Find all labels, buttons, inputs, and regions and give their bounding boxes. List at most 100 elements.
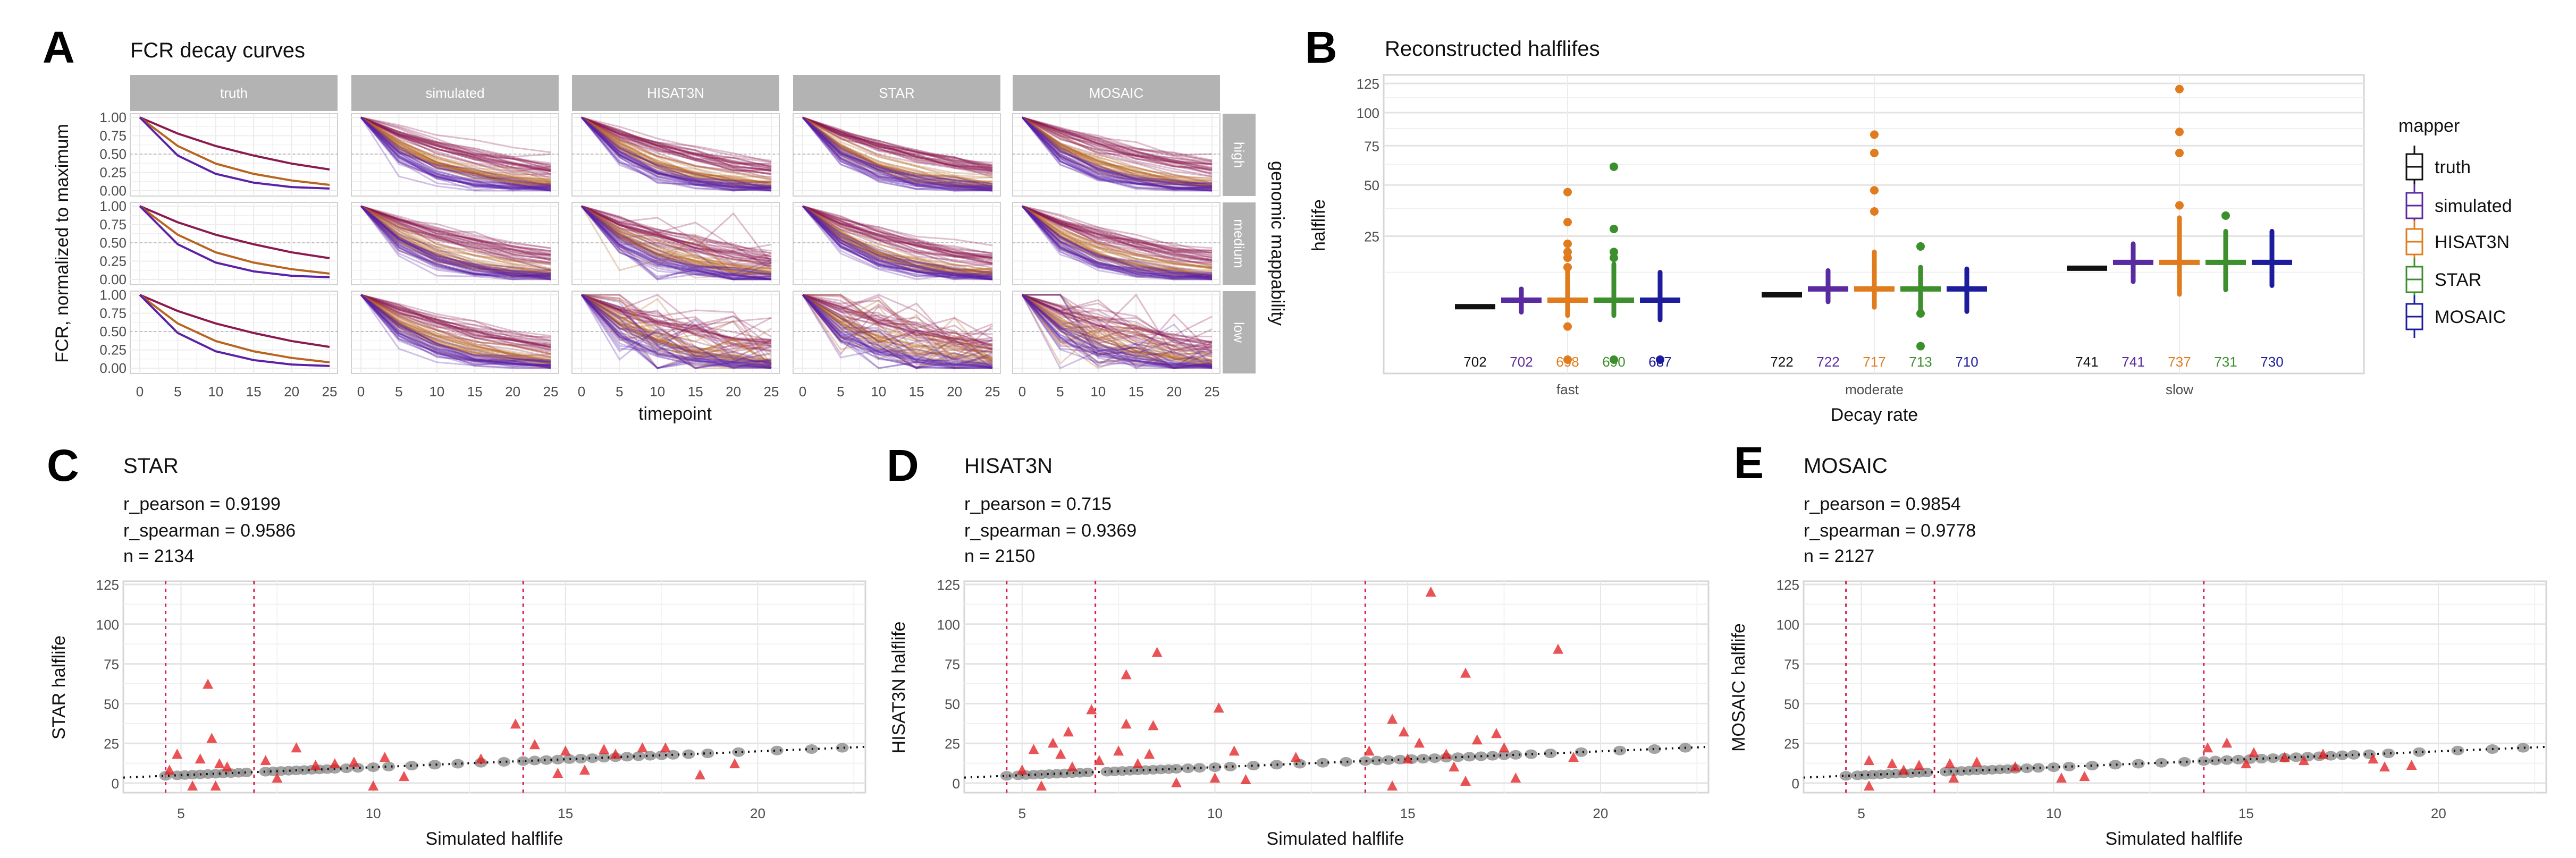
decay-curve-moderate [1022, 294, 1213, 361]
discordant-point [1028, 744, 1039, 754]
decay-curve-moderate [1022, 116, 1213, 190]
decay-curve-fast [580, 205, 772, 275]
concordant-point [2413, 747, 2426, 757]
decay-curve-slow [581, 116, 772, 170]
discordant-point [694, 769, 705, 780]
decay-curve-slow [581, 294, 772, 327]
decay-curve-slow [581, 294, 772, 369]
decay-curve-fast [802, 116, 993, 192]
panel-b-ylabel: halflife [1309, 199, 1329, 251]
decay-curve-moderate [360, 294, 551, 361]
decay-curve-moderate [802, 294, 993, 369]
decay-curve-slow [802, 205, 993, 247]
decay-curve-moderate [581, 294, 772, 369]
decay-curve-slow [802, 116, 993, 167]
x-tick-label: 10 [2046, 805, 2061, 821]
panel-e-n: n = 2127 [1804, 546, 1874, 566]
decay-curve-moderate [360, 294, 551, 368]
decay-curve-slow [581, 116, 772, 167]
decay-curve-fast [802, 116, 992, 192]
decay-curve-moderate [1022, 294, 1213, 363]
decay-curve-moderate [581, 116, 772, 185]
decay-curve-slow [802, 205, 993, 254]
decay-curve-moderate [1022, 294, 1213, 369]
discordant-point [2368, 753, 2379, 764]
decay-curve-moderate [580, 294, 772, 362]
decay-curve-moderate [1022, 205, 1213, 276]
decay-curve-slow [802, 294, 993, 345]
decay-curve-moderate [580, 294, 772, 369]
decay-curve-moderate [360, 294, 551, 364]
decay-curve-moderate [581, 116, 772, 185]
decay-curve-fast [360, 294, 551, 369]
concordant-point [2178, 757, 2191, 767]
decay-curve-moderate [360, 205, 551, 266]
discordant-point [2221, 737, 2233, 748]
decay-curve-moderate [1022, 205, 1213, 274]
identity-line [1803, 745, 2547, 779]
decay-curve-slow [1022, 116, 1213, 156]
decay-curve-slow [802, 294, 993, 346]
decay-curve-fast [580, 117, 772, 192]
y-tick-label: 75 [1364, 138, 1379, 154]
decay-curve-fast [1021, 116, 1213, 188]
decay-curve-slow [360, 205, 551, 257]
facet-panel [351, 202, 559, 285]
decay-curve-slow [360, 116, 551, 173]
decay-curve-fast [1021, 205, 1213, 281]
decay-curve-fast [802, 116, 993, 189]
discordant-point [291, 742, 302, 753]
plot-area [122, 580, 866, 794]
decay-curve-slow [360, 205, 551, 254]
discordant-point [529, 739, 540, 750]
decay-curve-fast [360, 116, 551, 190]
decay-curve-fast [360, 117, 551, 192]
decay-curve-fast [1021, 294, 1213, 368]
decay-curve-fast [1021, 294, 1213, 365]
decay-curve-fast [802, 205, 993, 276]
decay-curve-slow [1022, 294, 1213, 346]
decay-curve-fast [360, 294, 551, 367]
decay-curve-moderate [360, 294, 551, 362]
decay-curve-slow [360, 294, 551, 339]
decay-curve-moderate [1022, 116, 1213, 180]
decay-curve-fast [802, 294, 993, 368]
discordant-point [1460, 776, 1471, 786]
concordant-point [1575, 747, 1588, 757]
legend-item-STAR: STAR [2405, 258, 2481, 301]
decay-curve-slow [581, 116, 772, 175]
concordant-point [597, 753, 611, 763]
discordant-point [260, 755, 271, 766]
outlier-point [2175, 128, 2184, 137]
decay-curve-slow [360, 294, 551, 348]
decay-curve-moderate [802, 116, 993, 183]
decay-curve-slow [802, 116, 993, 171]
discordant-point [1864, 780, 1875, 791]
concordant-point [1648, 744, 1661, 754]
concordant-point [563, 754, 576, 764]
decay-curve-fast [360, 294, 551, 367]
concordant-point [2209, 755, 2222, 766]
count-label: 713 [1909, 354, 1932, 370]
decay-curve-moderate [802, 205, 993, 275]
x-tick-label: 25 [764, 384, 779, 400]
decay-curve-slow [802, 116, 993, 169]
decay-curve-fast [580, 206, 772, 281]
discordant-point [2010, 761, 2021, 772]
facet-strip-label: HISAT3N [647, 85, 704, 101]
decay-curve-fast [802, 294, 993, 369]
decay-curve-slow [1022, 205, 1213, 253]
decay-curve-moderate [802, 116, 993, 189]
x-tick-label: 25 [985, 384, 1000, 400]
decay-curve-slow [360, 116, 551, 164]
x-tick-label: 5 [837, 384, 844, 400]
decay-curve-fast [1021, 294, 1213, 369]
panel-a-letter: A [43, 22, 75, 72]
decay-curve-slow [360, 116, 551, 171]
decay-curve-slow [802, 116, 993, 167]
decay-curve-slow [360, 205, 551, 261]
decay-curve-slow [802, 205, 993, 264]
decay-curve-moderate [802, 116, 993, 187]
decay-curve-moderate [802, 205, 993, 271]
decay-curve-fast [1021, 294, 1213, 368]
